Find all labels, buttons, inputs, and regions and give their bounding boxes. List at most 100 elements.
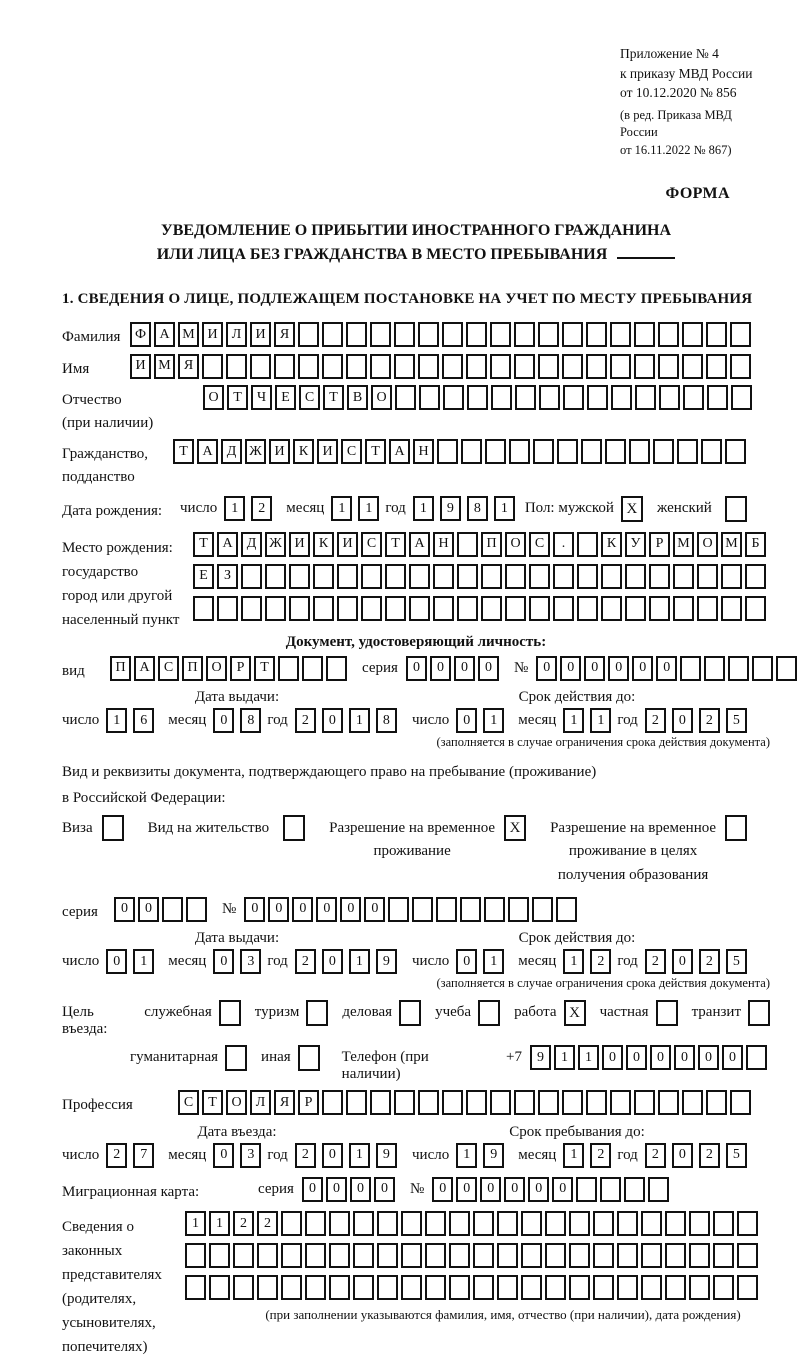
char-cell[interactable]: 1 xyxy=(133,949,155,975)
char-cell[interactable] xyxy=(449,1275,470,1301)
char-cell[interactable]: 0 xyxy=(349,1176,371,1202)
char-cell[interactable] xyxy=(257,1275,278,1301)
char-cell[interactable]: 1 xyxy=(483,708,505,734)
char-cell[interactable]: 0 xyxy=(608,655,630,681)
char-cell[interactable] xyxy=(377,1211,398,1237)
char-cell[interactable]: И xyxy=(250,322,271,348)
char-cell[interactable]: К xyxy=(293,439,314,465)
char-cell[interactable]: Т xyxy=(365,439,386,465)
char-cell[interactable]: 1 xyxy=(106,708,128,734)
char-cell[interactable] xyxy=(466,1090,487,1116)
char-cell[interactable]: 3 xyxy=(240,1142,262,1168)
char-cell[interactable] xyxy=(466,353,487,379)
char-cell[interactable]: 2 xyxy=(644,949,666,975)
char-cell[interactable] xyxy=(635,385,656,411)
char-cell[interactable]: 2 xyxy=(698,708,720,734)
char-cell[interactable]: 0 xyxy=(698,1045,719,1071)
char-cell[interactable] xyxy=(457,595,478,621)
char-cell[interactable]: 8 xyxy=(466,496,488,522)
char-cell[interactable] xyxy=(185,1243,206,1269)
residence-permit-checkbox[interactable] xyxy=(283,815,306,842)
char-cell[interactable] xyxy=(425,1275,446,1301)
char-cell[interactable]: 0 xyxy=(671,949,693,975)
char-cell[interactable] xyxy=(521,1275,542,1301)
char-cell[interactable]: Т xyxy=(173,439,194,465)
char-cell[interactable]: 0 xyxy=(373,1176,395,1202)
char-cell[interactable] xyxy=(665,1211,686,1237)
char-cell[interactable]: И xyxy=(317,439,338,465)
char-cell[interactable]: 1 xyxy=(348,949,370,975)
char-cell[interactable]: 0 xyxy=(504,1176,526,1202)
char-cell[interactable] xyxy=(658,353,679,379)
char-cell[interactable] xyxy=(728,655,750,681)
char-cell[interactable]: 0 xyxy=(650,1045,671,1071)
char-cell[interactable]: 0 xyxy=(536,655,558,681)
char-cell[interactable] xyxy=(701,439,722,465)
char-cell[interactable] xyxy=(730,353,751,379)
char-cell[interactable]: Я xyxy=(274,1090,295,1116)
char-cell[interactable]: 0 xyxy=(722,1045,743,1071)
char-cell[interactable] xyxy=(473,1275,494,1301)
char-cell[interactable]: 0 xyxy=(316,896,338,922)
char-cell[interactable] xyxy=(545,1275,566,1301)
char-cell[interactable] xyxy=(370,322,391,348)
char-cell[interactable]: И xyxy=(130,353,151,379)
char-cell[interactable]: Т xyxy=(254,655,275,681)
char-cell[interactable] xyxy=(658,1090,679,1116)
char-cell[interactable]: 1 xyxy=(412,496,434,522)
char-cell[interactable]: О xyxy=(226,1090,247,1116)
char-cell[interactable] xyxy=(689,1211,710,1237)
char-cell[interactable]: 9 xyxy=(375,1142,397,1168)
char-cell[interactable] xyxy=(658,322,679,348)
char-cell[interactable]: 0 xyxy=(138,896,159,922)
char-cell[interactable] xyxy=(697,595,718,621)
char-cell[interactable] xyxy=(442,322,463,348)
char-cell[interactable]: О xyxy=(505,531,526,557)
char-cell[interactable] xyxy=(697,563,718,589)
char-cell[interactable] xyxy=(562,353,583,379)
char-cell[interactable] xyxy=(394,322,415,348)
char-cell[interactable] xyxy=(730,1090,751,1116)
char-cell[interactable]: А xyxy=(389,439,410,465)
char-cell[interactable] xyxy=(593,1275,614,1301)
char-cell[interactable] xyxy=(665,1243,686,1269)
char-cell[interactable] xyxy=(617,1275,638,1301)
char-cell[interactable] xyxy=(600,1176,622,1202)
char-cell[interactable] xyxy=(226,353,247,379)
char-cell[interactable] xyxy=(361,595,382,621)
char-cell[interactable]: 1 xyxy=(554,1045,575,1071)
char-cell[interactable] xyxy=(457,531,478,557)
char-cell[interactable] xyxy=(370,353,391,379)
char-cell[interactable]: А xyxy=(134,655,155,681)
char-cell[interactable] xyxy=(490,1090,511,1116)
char-cell[interactable]: О xyxy=(203,385,224,411)
char-cell[interactable] xyxy=(449,1211,470,1237)
char-cell[interactable] xyxy=(557,439,578,465)
char-cell[interactable]: С xyxy=(341,439,362,465)
char-cell[interactable] xyxy=(704,655,726,681)
char-cell[interactable] xyxy=(610,322,631,348)
char-cell[interactable]: М xyxy=(673,531,694,557)
char-cell[interactable] xyxy=(514,322,535,348)
char-cell[interactable] xyxy=(418,353,439,379)
char-cell[interactable]: С xyxy=(529,531,550,557)
char-cell[interactable] xyxy=(514,1090,535,1116)
char-cell[interactable] xyxy=(665,1275,686,1301)
char-cell[interactable] xyxy=(401,1211,422,1237)
char-cell[interactable]: . xyxy=(553,531,574,557)
char-cell[interactable]: 0 xyxy=(364,896,386,922)
char-cell[interactable] xyxy=(443,385,464,411)
char-cell[interactable] xyxy=(706,353,727,379)
purpose-work-checkbox[interactable]: X xyxy=(563,1000,586,1027)
char-cell[interactable] xyxy=(730,322,751,348)
char-cell[interactable] xyxy=(281,1211,302,1237)
char-cell[interactable]: 1 xyxy=(578,1045,599,1071)
char-cell[interactable]: 0 xyxy=(674,1045,695,1071)
char-cell[interactable]: М xyxy=(721,531,742,557)
sex-male-checkbox[interactable]: X xyxy=(620,496,643,523)
char-cell[interactable]: 1 xyxy=(224,496,246,522)
char-cell[interactable]: Р xyxy=(649,531,670,557)
char-cell[interactable] xyxy=(505,563,526,589)
char-cell[interactable] xyxy=(689,1243,710,1269)
char-cell[interactable] xyxy=(776,655,798,681)
